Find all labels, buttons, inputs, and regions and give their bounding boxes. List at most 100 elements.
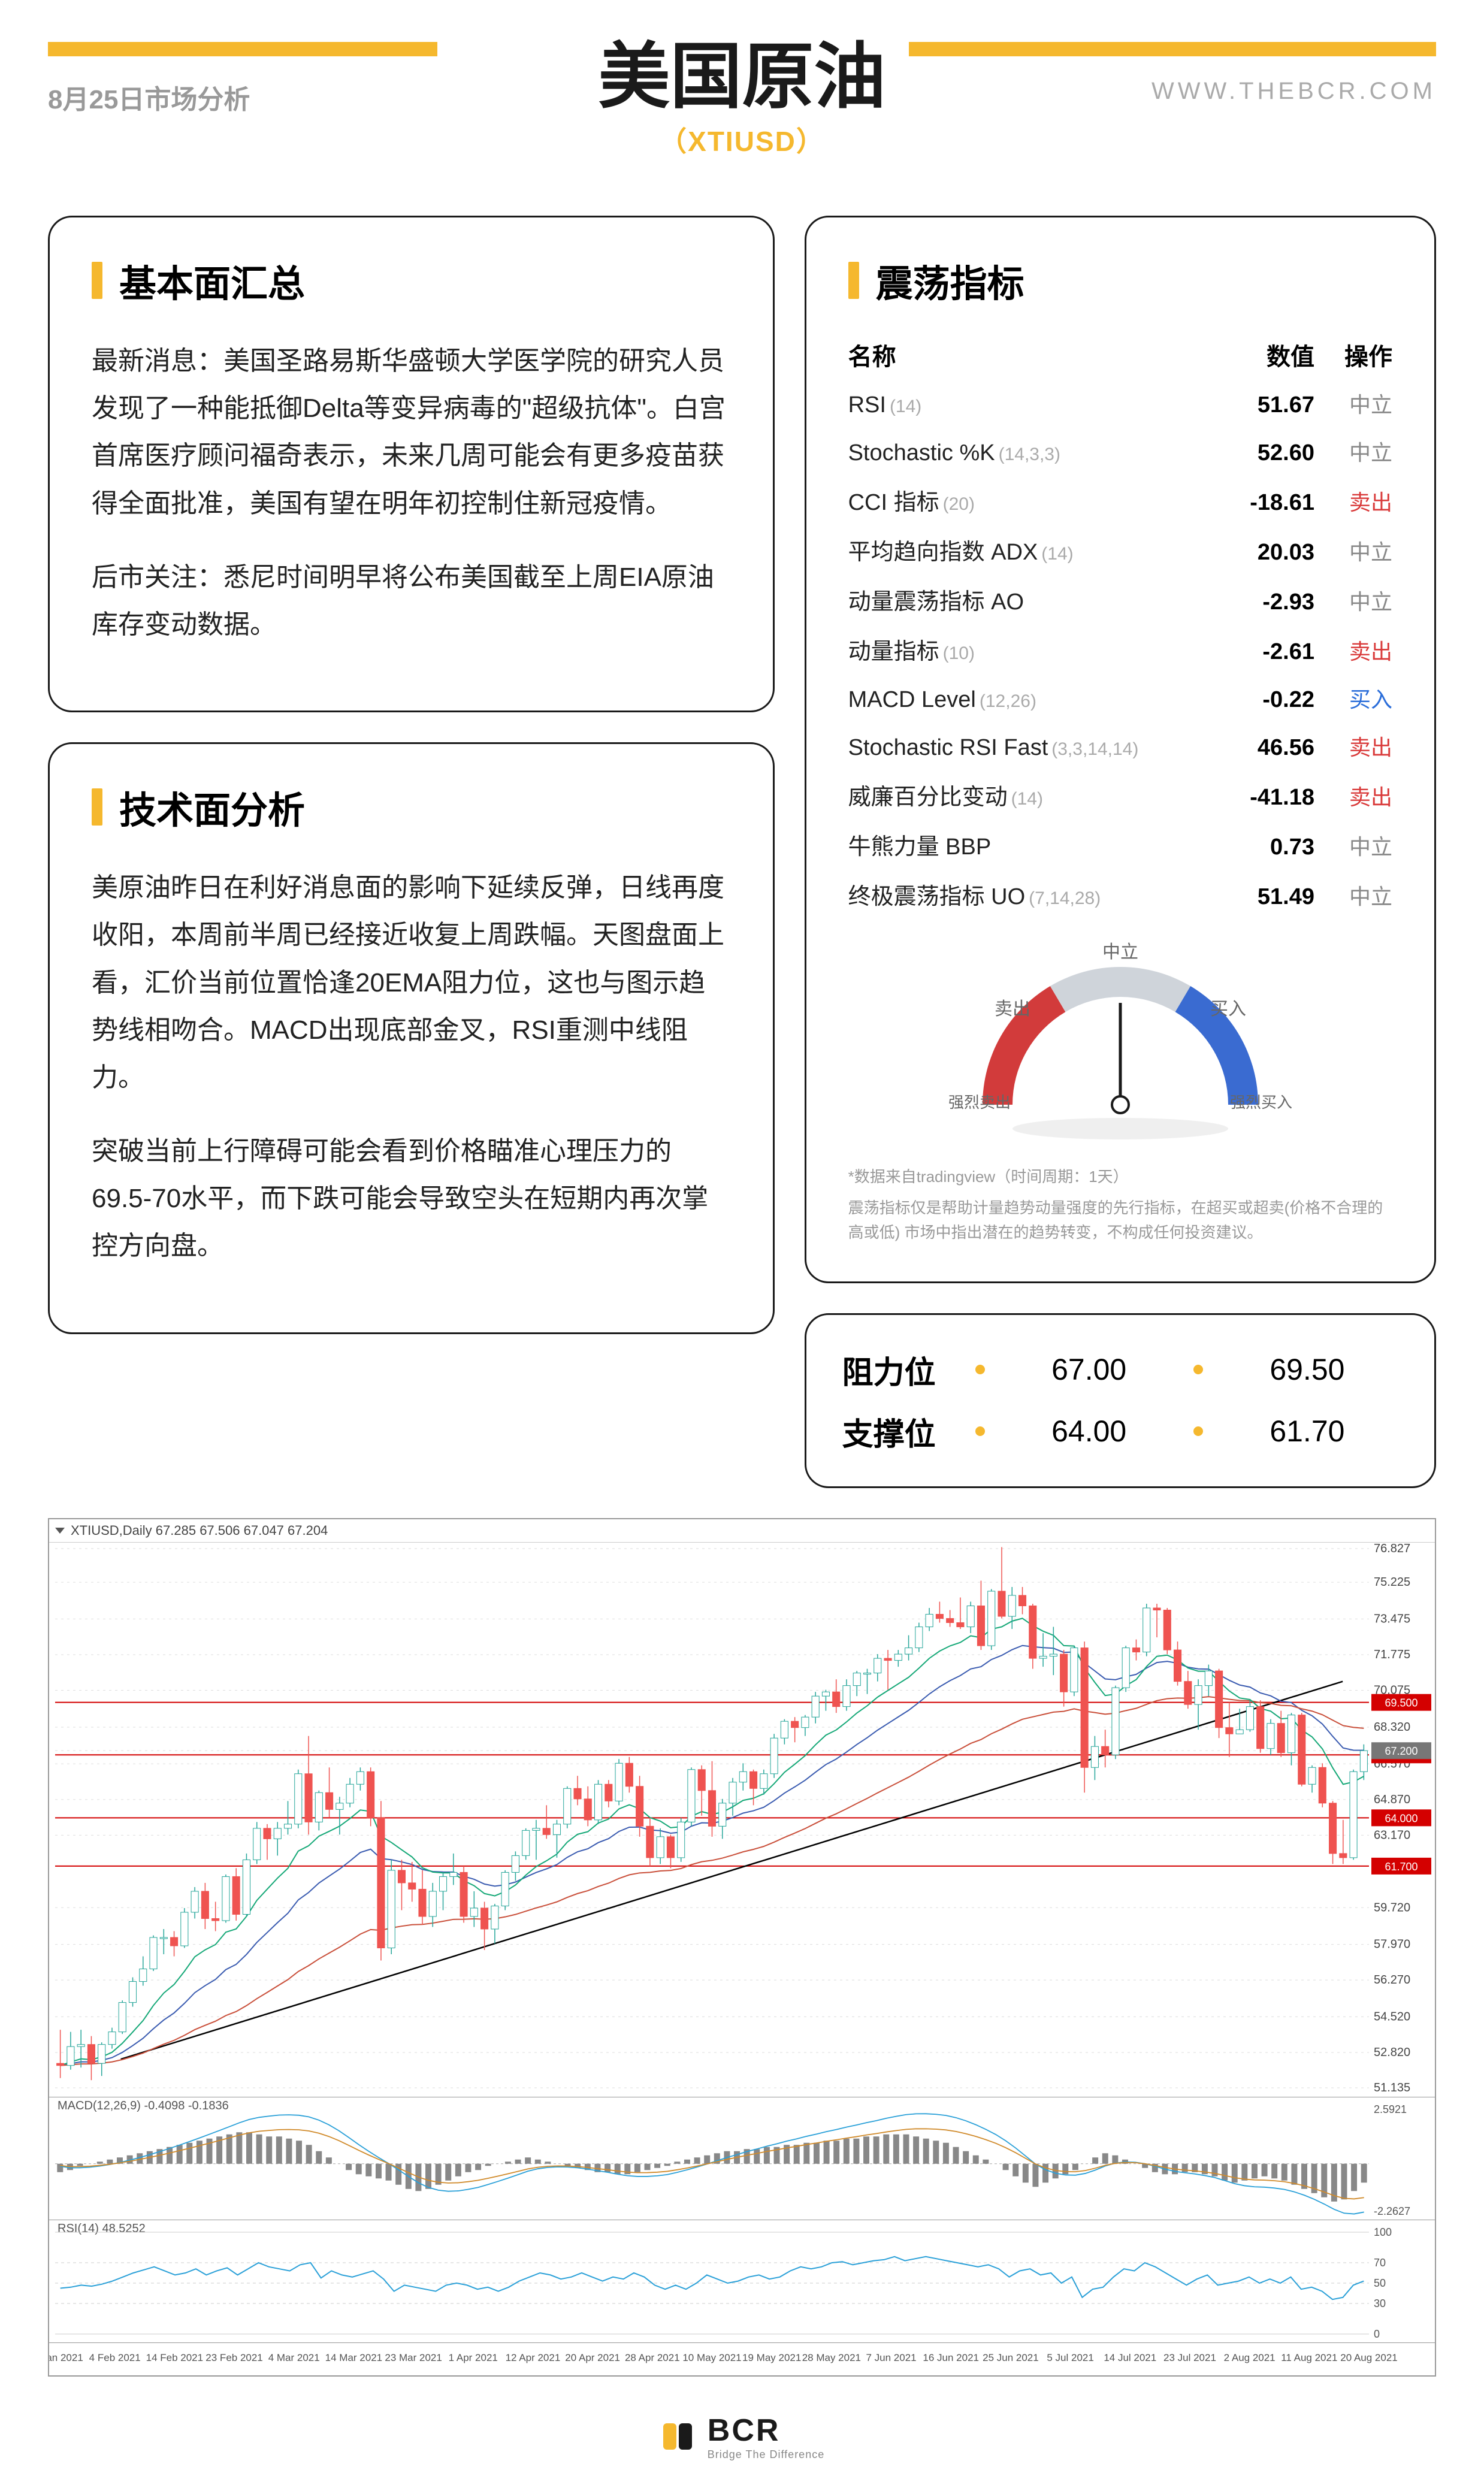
svg-text:73.475: 73.475: [1374, 1612, 1410, 1625]
indicator-action: 卖出: [1314, 780, 1392, 811]
indicator-action: 中立: [1314, 585, 1392, 616]
indicator-name: RSI(14): [848, 392, 1207, 418]
accent-bullet: [848, 262, 859, 299]
levels-card: 阻力位 67.00 69.50 支撑位 64.00 61.70: [805, 1313, 1436, 1488]
fundamentals-p2: 后市关注：悉尼时间明早将公布美国截至上周EIA原油库存变动数据。: [92, 554, 731, 648]
indicator-name: 动量指标(10): [848, 633, 1207, 666]
resistance-label: 阻力位: [842, 1347, 962, 1392]
indicator-value: 46.56: [1207, 735, 1314, 761]
svg-text:20 Apr 2021: 20 Apr 2021: [565, 2352, 620, 2363]
svg-text:23 Feb 2021: 23 Feb 2021: [205, 2352, 262, 2363]
header: 美国原油 （XTIUSD） 8月25日市场分析 WWW.THEBCR.COM: [48, 36, 1436, 192]
gauge-note2: 震荡指标仅是帮助计量趋势动量强度的先行指标，在超买或超卖(价格不合理的高或低) …: [848, 1196, 1392, 1245]
candlestick-chart: 76.82775.22573.47571.77570.07569.50068.3…: [49, 1543, 1435, 2094]
indicator-name: 牛熊力量 BBP: [848, 828, 1207, 861]
svg-text:7 Jun 2021: 7 Jun 2021: [866, 2352, 916, 2363]
svg-text:67.200: 67.200: [1385, 1745, 1417, 1757]
svg-text:4 Feb 2021: 4 Feb 2021: [89, 2352, 141, 2363]
resistance-1: 67.00: [998, 1352, 1180, 1387]
brand-name: BCR: [708, 2413, 824, 2448]
price-chart-panel: XTIUSD,Daily 67.285 67.506 67.047 67.204…: [48, 1518, 1436, 2377]
indicator-value: 0.73: [1207, 835, 1314, 860]
svg-text:26 Jan 2021: 26 Jan 2021: [49, 2352, 83, 2363]
svg-text:2.5921: 2.5921: [1374, 2103, 1407, 2115]
indicator-action: 卖出: [1314, 730, 1392, 761]
svg-text:14 Mar 2021: 14 Mar 2021: [325, 2352, 382, 2363]
svg-text:0: 0: [1374, 2328, 1380, 2339]
indicator-row: 终极震荡指标 UO(7,14,28) 51.49 中立: [848, 869, 1392, 919]
svg-text:64.870: 64.870: [1374, 1793, 1410, 1806]
indicator-row: CCI 指标(20) -18.61 卖出: [848, 475, 1392, 525]
svg-text:19 May 2021: 19 May 2021: [742, 2352, 801, 2363]
svg-text:63.170: 63.170: [1374, 1828, 1410, 1842]
svg-text:71.775: 71.775: [1374, 1648, 1410, 1661]
dot-icon: [1193, 1365, 1203, 1374]
rsi-chart: RSI(14) 48.5252 0 30 50 70 100: [49, 2220, 1435, 2339]
sentiment-gauge: 强烈卖出卖出中立买入强烈买入: [929, 937, 1312, 1153]
indicator-name: 威廉百分比变动(14): [848, 778, 1207, 811]
svg-text:70: 70: [1374, 2257, 1386, 2269]
fundamentals-p1: 最新消息：美国圣路易斯华盛顿大学医学院的研究人员发现了一种能抵御Delta等变异…: [92, 337, 731, 527]
indicator-name: 平均趋向指数 ADX(14): [848, 533, 1207, 566]
svg-text:28 May 2021: 28 May 2021: [802, 2352, 861, 2363]
svg-text:30: 30: [1374, 2297, 1386, 2309]
indicator-action: 中立: [1314, 879, 1392, 911]
fundamentals-card: 基本面汇总 最新消息：美国圣路易斯华盛顿大学医学院的研究人员发现了一种能抵御De…: [48, 216, 775, 712]
indicator-value: -0.22: [1207, 687, 1314, 713]
col-name: 名称: [848, 337, 1207, 372]
indicator-row: Stochastic %K(14,3,3) 52.60 中立: [848, 427, 1392, 475]
fundamentals-title: 基本面汇总: [119, 253, 305, 307]
svg-text:52.820: 52.820: [1374, 2046, 1410, 2059]
footer: BCR Bridge The Difference: [48, 2413, 1436, 2461]
indicator-action: 中立: [1314, 830, 1392, 861]
svg-text:5 Jul 2021: 5 Jul 2021: [1047, 2352, 1093, 2363]
brand-logo-icon: [660, 2419, 696, 2454]
chart-caption: XTIUSD,Daily 67.285 67.506 67.047 67.204: [49, 1519, 1435, 1543]
indicator-value: 52.60: [1207, 440, 1314, 466]
indicator-action: 中立: [1314, 388, 1392, 419]
report-date: 8月25日市场分析: [48, 78, 250, 116]
indicator-action: 中立: [1314, 436, 1392, 467]
svg-text:28 Apr 2021: 28 Apr 2021: [625, 2352, 680, 2363]
svg-text:75.225: 75.225: [1374, 1576, 1410, 1589]
svg-text:23 Mar 2021: 23 Mar 2021: [385, 2352, 442, 2363]
indicator-name: 动量震荡指标 AO: [848, 583, 1207, 616]
technical-card: 技术面分析 美原油昨日在利好消息面的影响下延续反弹，日线再度收阳，本周前半周已经…: [48, 742, 775, 1334]
indicator-value: -2.93: [1207, 589, 1314, 615]
svg-text:56.270: 56.270: [1374, 1973, 1410, 1987]
svg-text:51.135: 51.135: [1374, 2081, 1410, 2094]
macd-chart: MACD(12,26,9) -0.4098 -0.18362.5921-2.26…: [49, 2097, 1435, 2217]
svg-text:23 Jul 2021: 23 Jul 2021: [1163, 2352, 1216, 2363]
indicator-name: CCI 指标(20): [848, 483, 1207, 516]
col-value: 数值: [1207, 337, 1314, 372]
technical-p1: 美原油昨日在利好消息面的影响下延续反弹，日线再度收阳，本周前半周已经接近收复上周…: [92, 864, 731, 1101]
indicator-name: Stochastic %K(14,3,3): [848, 440, 1207, 466]
resistance-2: 69.50: [1216, 1352, 1398, 1387]
gauge-note1: *数据来自tradingview（时间周期：1天）: [848, 1165, 1392, 1190]
indicator-row: MACD Level(12,26) -0.22 买入: [848, 674, 1392, 722]
svg-text:61.700: 61.700: [1385, 1861, 1417, 1873]
svg-text:强烈买入: 强烈买入: [1230, 1093, 1292, 1111]
page-title: 美国原油: [599, 18, 886, 122]
svg-text:100: 100: [1374, 2226, 1392, 2238]
chevron-down-icon: [55, 1528, 65, 1534]
indicator-row: 威廉百分比变动(14) -41.18 卖出: [848, 770, 1392, 820]
svg-text:RSI(14) 48.5252: RSI(14) 48.5252: [58, 2222, 146, 2235]
svg-text:25 Jun 2021: 25 Jun 2021: [983, 2352, 1039, 2363]
svg-text:MACD(12,26,9) -0.4098 -0.1836: MACD(12,26,9) -0.4098 -0.1836: [58, 2099, 229, 2112]
svg-text:14 Feb 2021: 14 Feb 2021: [146, 2352, 203, 2363]
technical-title: 技术面分析: [119, 780, 305, 834]
svg-text:11 Aug 2021: 11 Aug 2021: [1281, 2352, 1337, 2363]
svg-text:50: 50: [1374, 2277, 1386, 2289]
indicator-name: 终极震荡指标 UO(7,14,28): [848, 878, 1207, 911]
dot-icon: [975, 1426, 985, 1436]
svg-text:76.827: 76.827: [1374, 1543, 1410, 1555]
svg-text:59.720: 59.720: [1374, 1901, 1410, 1914]
svg-text:54.520: 54.520: [1374, 2010, 1410, 2023]
oscillators-card: 震荡指标 名称 数值 操作 RSI(14) 51.67 中立Stochastic…: [805, 216, 1436, 1283]
indicator-row: Stochastic RSI Fast(3,3,14,14) 46.56 卖出: [848, 722, 1392, 770]
indicator-row: 牛熊力量 BBP 0.73 中立: [848, 820, 1392, 869]
site-url: WWW.THEBCR.COM: [1151, 78, 1436, 105]
svg-text:12 Apr 2021: 12 Apr 2021: [506, 2352, 561, 2363]
support-label: 支撑位: [842, 1409, 962, 1454]
